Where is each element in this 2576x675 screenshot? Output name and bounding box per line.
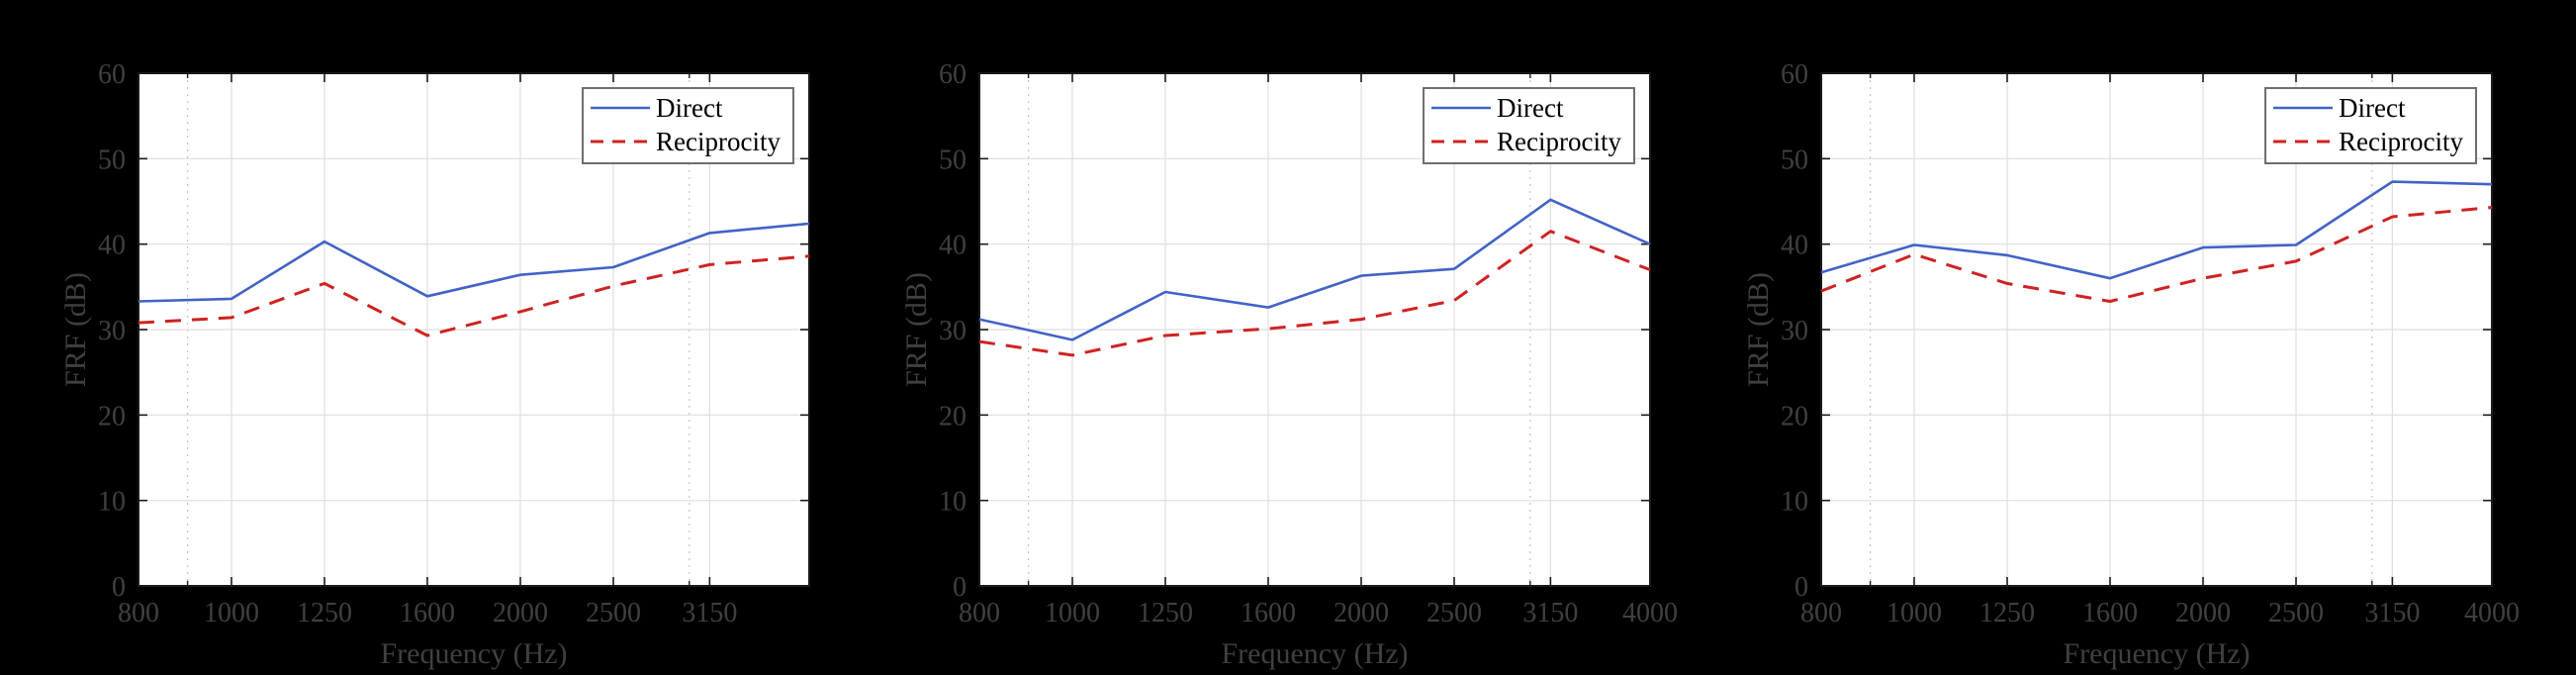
y-tick-label: 50	[939, 145, 966, 175]
y-tick-label: 50	[1781, 145, 1808, 175]
x-tick-label: 1250	[297, 598, 352, 628]
legend-label-reciprocity: Reciprocity	[656, 127, 781, 156]
legend-label-direct: Direct	[2339, 93, 2406, 123]
y-tick-label: 0	[1794, 572, 1808, 603]
series-line-direct	[138, 222, 810, 303]
y-tick-label: 20	[939, 401, 966, 432]
x-axis-label: Frequency (Hz)	[2063, 637, 2250, 670]
x-tick-label: 800	[1800, 598, 1842, 628]
legend-box	[2264, 87, 2477, 164]
x-tick-label: 1000	[1886, 598, 1942, 628]
x-tick-label: 4000	[1622, 598, 1678, 628]
series-line-reciprocity	[1820, 206, 2493, 303]
legend-label-direct: Direct	[656, 93, 723, 123]
y-tick-label: 0	[953, 572, 966, 603]
x-axis-label: Frequency (Hz)	[380, 637, 567, 670]
x-tick-label: 3150	[2364, 598, 2420, 628]
legend-label-reciprocity: Reciprocity	[2339, 127, 2463, 156]
chart-panel-2: 800 1000 1250 1600 2000 2500 3150 4000 0 10 20 30 40…	[900, 59, 1678, 670]
y-tick-label: 10	[98, 487, 126, 518]
y-tick-label: 30	[98, 316, 126, 346]
x-axis-label: Frequency (Hz)	[1221, 637, 1408, 670]
y-tick-label: 30	[939, 316, 966, 346]
x-tick-label: 1250	[1979, 598, 2035, 628]
series-line-direct	[1820, 180, 2493, 280]
axes-box	[1820, 72, 2493, 587]
x-tick-label: 3150	[682, 598, 737, 628]
y-tick-label: 40	[98, 231, 126, 261]
y-axis-label: FRF (dB)	[59, 272, 92, 387]
y-tick-label: 60	[939, 59, 966, 90]
y-tick-label: 10	[939, 487, 966, 518]
axes-box	[138, 72, 810, 587]
chart-panel-3: 800 1000 1250 1600 2000 2500 3150 4000 0 10 20 30 40…	[1742, 59, 2520, 670]
series-line-reciprocity	[138, 254, 810, 338]
x-tick-label: 2500	[2268, 598, 2324, 628]
x-tick-label: 1600	[400, 598, 455, 628]
axes-box	[978, 72, 1651, 587]
y-tick-label: 40	[1781, 231, 1808, 261]
x-tick-label: 1600	[1241, 598, 1296, 628]
y-tick-label: 30	[1781, 316, 1808, 346]
x-tick-label: 2000	[1334, 598, 1389, 628]
x-tick-label: 2000	[493, 598, 548, 628]
x-tick-label: 1250	[1138, 598, 1193, 628]
legend-box	[582, 87, 794, 164]
chart-panel-1: 800 1000 1250 1600 2000 2500 3150 0 10 20 30 40 50 60…	[59, 59, 810, 670]
x-tick-label: 2500	[586, 598, 641, 628]
x-tick-label: 800	[959, 598, 1000, 628]
y-tick-label: 40	[939, 231, 966, 261]
x-tick-label: 1000	[1045, 598, 1100, 628]
y-tick-label: 10	[1781, 487, 1808, 518]
x-tick-label: 2000	[2175, 598, 2231, 628]
y-tick-label: 60	[98, 59, 126, 90]
x-tick-label: 800	[118, 598, 159, 628]
y-tick-label: 20	[1781, 401, 1808, 432]
x-tick-label: 1000	[204, 598, 259, 628]
x-tick-label: 3150	[1522, 598, 1578, 628]
series-line-reciprocity	[978, 230, 1651, 357]
y-tick-label: 0	[112, 572, 126, 603]
y-axis-label: FRF (dB)	[900, 272, 933, 387]
x-tick-label: 2500	[1426, 598, 1482, 628]
legend-label-direct: Direct	[1497, 93, 1564, 123]
x-tick-label: 1600	[2082, 598, 2138, 628]
series-line-direct	[978, 198, 1651, 341]
y-tick-label: 50	[98, 145, 126, 175]
y-tick-label: 60	[1781, 59, 1808, 90]
legend-box	[1423, 87, 1635, 164]
y-tick-label: 20	[98, 401, 126, 432]
x-tick-label: 4000	[2464, 598, 2520, 628]
legend-label-reciprocity: Reciprocity	[1497, 127, 1621, 156]
y-axis-label: FRF (dB)	[1742, 272, 1775, 387]
